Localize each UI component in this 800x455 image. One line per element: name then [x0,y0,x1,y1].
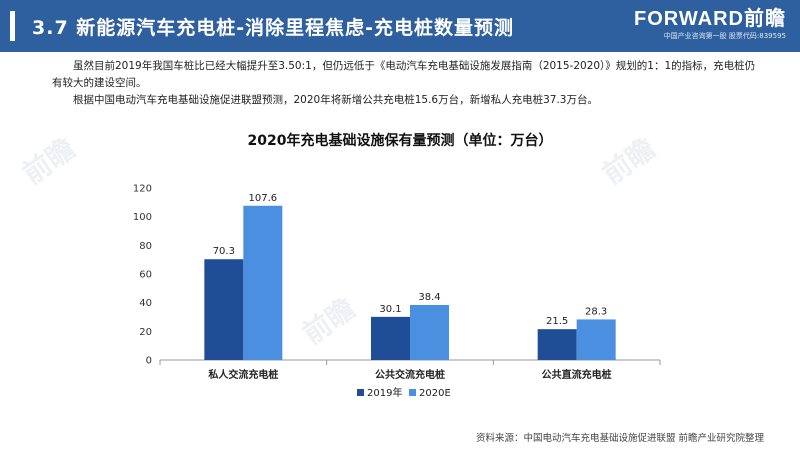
header-accent-bar [10,11,15,41]
intro-paragraph: 根据中国电动汽车充电基础设施促进联盟预测，2020年将新增公共充电桩15.6万台… [73,94,598,106]
y-tick-label: 40 [139,298,152,309]
brand-logo: FORWARD前瞻 中国产业咨询第一股 股票代码:839595 [626,7,786,41]
bar-series-1 [537,329,577,360]
y-tick-label: 100 [133,212,152,223]
chart-title: 2020年充电基础设施保有量预测（单位：万台） [247,133,553,149]
data-label: 21.5 [546,316,568,327]
legend-label: 2019年 [367,386,402,399]
logo-subtext: 中国产业咨询第一股 股票代码:839595 [663,32,786,40]
intro-text: 虽然目前2019年我国车桩比已经大幅提升至3.50:1，但仍远低于《电动汽车充电… [52,58,762,109]
data-label: 107.6 [249,193,278,204]
data-label: 38.4 [418,292,440,303]
x-tick-label: 私人交流充电桩 [207,368,278,381]
y-tick-label: 80 [139,241,152,252]
y-tick-label: 0 [146,356,152,367]
logo-text: FORWARD前瞻 [634,8,786,30]
x-tick-label: 公共交流充电桩 [375,368,445,381]
y-tick-label: 60 [139,270,152,281]
data-label: 28.3 [585,306,607,317]
data-label: 70.3 [213,246,235,257]
bar-series-2 [243,205,283,360]
x-tick-label: 公共直流充电桩 [542,368,612,381]
intro-paragraph: 虽然目前2019年我国车桩比已经大幅提升至3.50:1，但仍远低于《电动汽车充电… [52,60,756,89]
bar-series-1 [204,259,244,360]
data-label: 30.1 [379,304,401,315]
legend-label: 2020E [419,388,451,399]
y-tick-label: 20 [139,327,152,338]
bar-series-2 [576,319,616,360]
bar-series-2 [410,304,449,360]
source-note: 资料来源：中国电动汽车充电基础设施促进联盟 前瞻产业研究院整理 [475,433,764,444]
legend-swatch [409,389,416,396]
bar-series-1 [371,316,410,360]
page-title: 3.7 新能源汽车充电桩-消除里程焦虑-充电桩数量预测 [32,17,515,39]
y-tick-label: 120 [133,184,152,195]
legend-swatch [357,389,364,396]
header-bar: 3.7 新能源汽车充电桩-消除里程焦虑-充电桩数量预测 FORWARD前瞻 中国… [0,0,800,52]
